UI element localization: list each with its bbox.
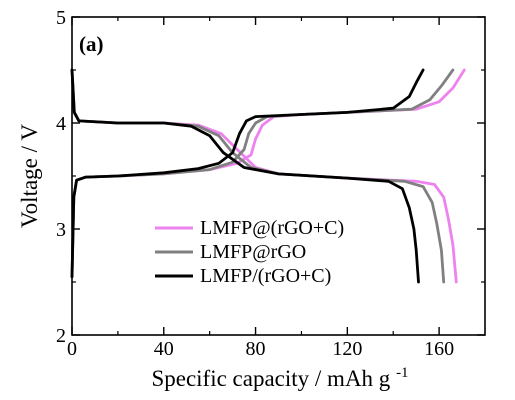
x-tick-label: 0 bbox=[67, 338, 77, 360]
y-axis-label: Voltage / V bbox=[17, 124, 42, 228]
series-curves bbox=[70, 68, 466, 284]
series-2-charge-curve bbox=[70, 68, 425, 279]
x-tick-label: 80 bbox=[246, 338, 266, 360]
legend-label: LMFP@(rGO+C) bbox=[200, 217, 344, 239]
y-tick-label: 2 bbox=[56, 325, 66, 347]
x-tick-label: 120 bbox=[332, 338, 362, 360]
x-axis-label: Specific capacity / mAh g -1 bbox=[151, 365, 408, 391]
x-tick-label: 40 bbox=[154, 338, 174, 360]
y-tick-label: 5 bbox=[56, 7, 66, 29]
y-axis: 2 3 4 5 bbox=[56, 7, 485, 347]
x-tick-label: 160 bbox=[424, 338, 454, 360]
x-axis-label-superscript: -1 bbox=[396, 365, 409, 381]
y-tick-label: 4 bbox=[56, 113, 66, 135]
series-2-discharge-curve bbox=[70, 68, 420, 284]
panel-label: (a) bbox=[79, 32, 104, 56]
x-axis: 0 40 80 120 160 bbox=[67, 17, 454, 360]
x-axis-label-text: Specific capacity / mAh g bbox=[151, 366, 390, 391]
legend-label: LMFP@rGO bbox=[200, 241, 306, 263]
legend-label: LMFP/(rGO+C) bbox=[200, 265, 331, 287]
y-tick-label: 3 bbox=[56, 219, 66, 241]
